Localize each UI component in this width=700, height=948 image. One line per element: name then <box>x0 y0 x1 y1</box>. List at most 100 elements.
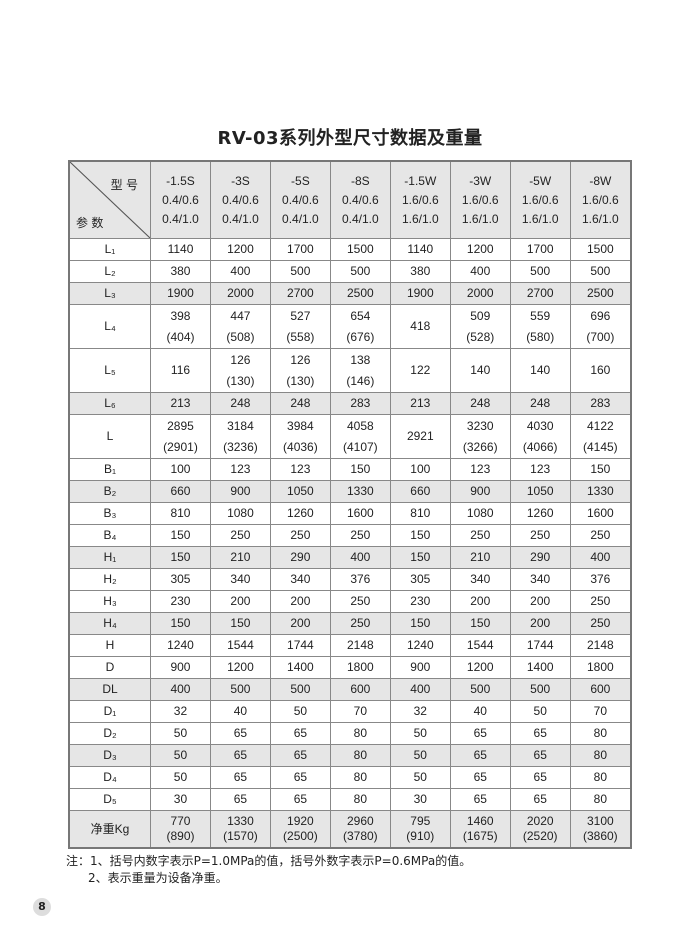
value-cell: 250 <box>569 612 632 635</box>
table-row: L₆ 213 248 248 283 213 248 248 283 <box>68 392 632 415</box>
value-cell: 283 <box>329 392 391 415</box>
value-cell: 50 <box>150 766 211 789</box>
value-cell: 559 (580) <box>509 304 571 349</box>
table-row: L₂ 380 400 500 500 380 400 500 500 <box>68 260 632 283</box>
value-cell: 900 <box>389 656 451 679</box>
diagonal-divider <box>70 162 150 238</box>
table-row: D₄ 50 65 65 80 50 65 65 80 <box>68 766 632 789</box>
value-cell: 65 <box>209 722 271 745</box>
value-cell: 290 <box>509 546 571 569</box>
value-cell: 65 <box>269 788 331 811</box>
value-cell: 500 <box>509 678 571 701</box>
value-cell: 1400 <box>509 656 571 679</box>
column-header: -3W 1.6/0.6 1.6/1.0 <box>449 160 511 239</box>
table-row: D₅ 30 65 65 80 30 65 65 80 <box>68 788 632 811</box>
value-cell: 340 <box>209 568 271 591</box>
value-cell: 250 <box>509 524 571 547</box>
value-cell: 500 <box>329 260 391 283</box>
table-row: B₁ 100 123 123 150 100 123 123 150 <box>68 458 632 481</box>
table-row: H 1240 1544 1744 2148 1240 1544 1744 2148 <box>68 634 632 657</box>
table-row: DL 400 500 500 600 400 500 500 600 <box>68 678 632 701</box>
table-row: B₃ 810 1080 1260 1600 810 1080 1260 1600 <box>68 502 632 525</box>
column-header: -5W 1.6/0.6 1.6/1.0 <box>509 160 571 239</box>
value-cell: 1500 <box>569 238 632 261</box>
value-cell: 50 <box>269 700 331 723</box>
value-cell: 138 (146) <box>329 348 391 393</box>
param-cell: H₃ <box>68 590 151 613</box>
value-cell: 80 <box>329 788 391 811</box>
value-cell: 160 <box>569 348 632 393</box>
value-cell: 1920 (2500) <box>269 810 331 849</box>
value-cell: 2700 <box>269 282 331 305</box>
value-cell: 250 <box>569 590 632 613</box>
param-cell: B₁ <box>68 458 151 481</box>
value-cell: 340 <box>509 568 571 591</box>
value-cell: 500 <box>509 260 571 283</box>
param-cell: B₃ <box>68 502 151 525</box>
value-cell: 1900 <box>150 282 211 305</box>
value-cell: 150 <box>209 612 271 635</box>
value-cell: 248 <box>509 392 571 415</box>
value-cell: 65 <box>269 766 331 789</box>
value-cell: 65 <box>509 766 571 789</box>
value-cell: 150 <box>150 612 211 635</box>
value-cell: 80 <box>329 766 391 789</box>
value-cell: 795 (910) <box>389 810 451 849</box>
value-cell: 70 <box>569 700 632 723</box>
value-cell: 40 <box>209 700 271 723</box>
value-cell: 150 <box>449 612 511 635</box>
value-cell: 2000 <box>449 282 511 305</box>
value-cell: 65 <box>209 788 271 811</box>
value-cell: 250 <box>269 524 331 547</box>
value-cell: 213 <box>389 392 451 415</box>
value-cell: 126 (130) <box>209 348 271 393</box>
value-cell: 230 <box>150 590 211 613</box>
value-cell: 2895 (2901) <box>150 414 211 459</box>
value-cell: 126 (130) <box>269 348 331 393</box>
value-cell: 376 <box>569 568 632 591</box>
value-cell: 696 (700) <box>569 304 632 349</box>
value-cell: 248 <box>269 392 331 415</box>
value-cell: 500 <box>449 678 511 701</box>
value-cell: 340 <box>449 568 511 591</box>
value-cell: 116 <box>150 348 211 393</box>
value-cell: 900 <box>209 480 271 503</box>
value-cell: 500 <box>269 678 331 701</box>
value-cell: 600 <box>329 678 391 701</box>
value-cell: 80 <box>569 722 632 745</box>
table-row: D₂ 50 65 65 80 50 65 65 80 <box>68 722 632 745</box>
table-row: H₃ 230 200 200 250 230 200 200 250 <box>68 590 632 613</box>
value-cell: 200 <box>269 612 331 635</box>
column-header: -8S 0.4/0.6 0.4/1.0 <box>329 160 391 239</box>
value-cell: 398 (404) <box>150 304 211 349</box>
param-cell: L₆ <box>68 392 151 415</box>
value-cell: 123 <box>449 458 511 481</box>
value-cell: 1700 <box>509 238 571 261</box>
value-cell: 4030 (4066) <box>509 414 571 459</box>
param-cell: DL <box>68 678 151 701</box>
value-cell: 32 <box>389 700 451 723</box>
value-cell: 150 <box>150 546 211 569</box>
value-cell: 2148 <box>329 634 391 657</box>
value-cell: 100 <box>150 458 211 481</box>
param-cell: L₄ <box>68 304 151 349</box>
param-cell: L₅ <box>68 348 151 393</box>
param-cell: H <box>68 634 151 657</box>
value-cell: 30 <box>389 788 451 811</box>
value-cell: 1600 <box>329 502 391 525</box>
param-cell: B₄ <box>68 524 151 547</box>
page-number: 8 <box>33 898 51 916</box>
value-cell: 1900 <box>389 282 451 305</box>
value-cell: 600 <box>569 678 632 701</box>
value-cell: 65 <box>509 744 571 767</box>
value-cell: 770 (890) <box>150 810 211 849</box>
value-cell: 400 <box>209 260 271 283</box>
param-cell: D₃ <box>68 744 151 767</box>
dimensions-table: 型 号 参 数 -1.5S 0.4/0.6 0.4/1.0 -3S 0.4/0.6… <box>68 160 632 849</box>
value-cell: 380 <box>389 260 451 283</box>
value-cell: 4122 (4145) <box>569 414 632 459</box>
param-cell: D₄ <box>68 766 151 789</box>
value-cell: 400 <box>389 678 451 701</box>
param-cell: L₁ <box>68 238 151 261</box>
value-cell: 305 <box>150 568 211 591</box>
